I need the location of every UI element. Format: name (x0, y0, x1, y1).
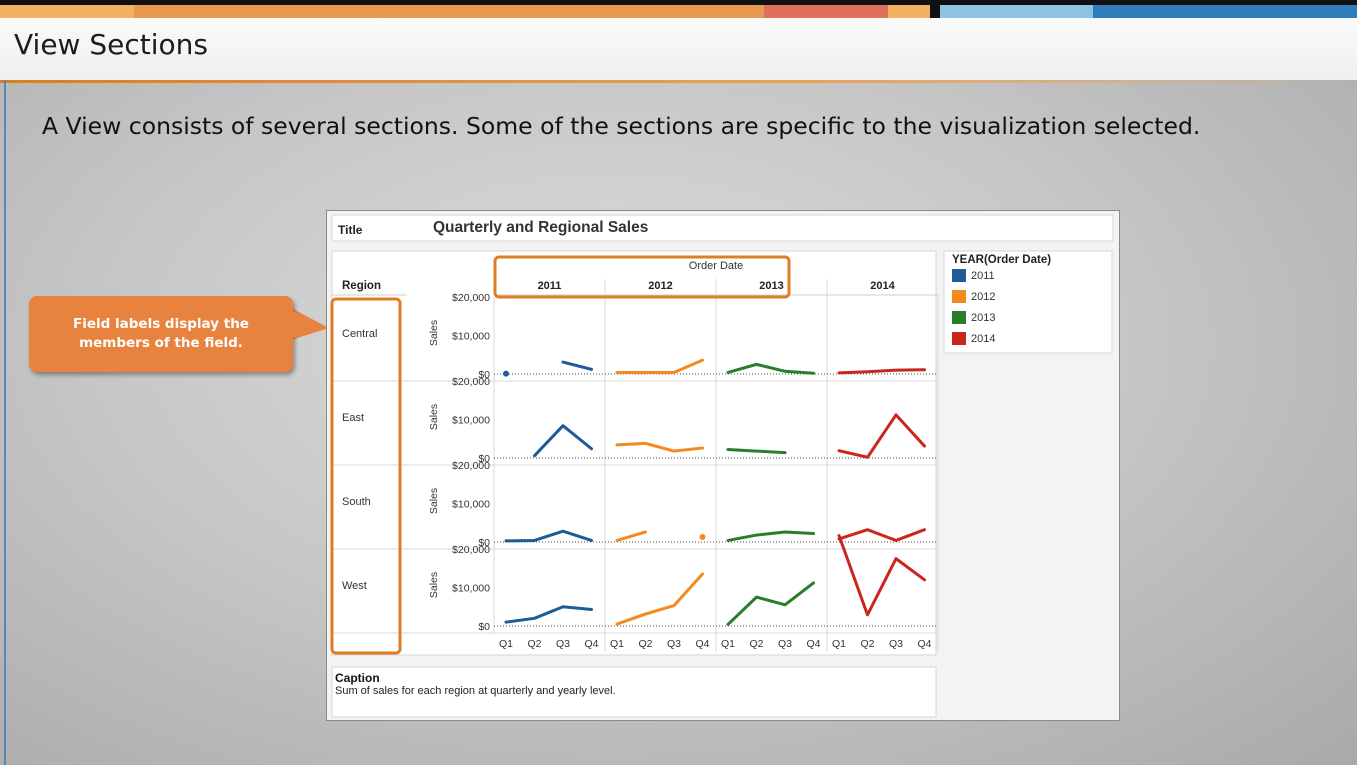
quarter-tick-label: Q4 (917, 638, 931, 650)
quarter-tick-label: Q1 (721, 638, 735, 650)
quarter-tick-label: Q1 (610, 638, 624, 650)
legend-label-2014: 2014 (971, 333, 995, 345)
caption-panel (331, 666, 937, 718)
legend-swatch-2013 (952, 311, 966, 324)
sales-line-south-2014 (837, 528, 926, 542)
y-tick-label: $10,000 (452, 499, 490, 511)
y-tick-label: $0 (478, 369, 490, 381)
quarter-tick-label: Q2 (860, 638, 874, 650)
sales-line-west-2014 (837, 534, 926, 617)
accent-segment (764, 5, 888, 18)
accent-segment (888, 5, 930, 18)
year-header-2014: 2014 (870, 280, 895, 292)
legend-swatch-2014 (952, 332, 966, 345)
quarter-tick-label: Q3 (556, 638, 570, 650)
y-tick-label: $10,000 (452, 331, 490, 343)
top-accent-bar (0, 0, 1357, 18)
y-axis-title: Sales (428, 320, 440, 346)
sales-line-west-2012 (615, 572, 704, 626)
sales-line-central-2012 (615, 358, 704, 374)
sales-line-east-2012 (615, 441, 704, 453)
quarter-tick-label: Q3 (667, 638, 681, 650)
slide-header (0, 18, 1357, 80)
column-header-highlight (493, 255, 791, 299)
legend-title[interactable]: YEAR(Order Date) (952, 254, 1052, 266)
y-axis-title: Sales (428, 572, 440, 598)
sales-line-west-2011 (504, 605, 593, 624)
sales-line-west-2013 (726, 581, 815, 626)
region-label-central: Central (342, 328, 377, 340)
y-tick-label: $20,000 (452, 460, 490, 472)
quarter-tick-label: Q2 (638, 638, 652, 650)
y-tick-label: $10,000 (452, 583, 490, 595)
y-tick-label: $20,000 (452, 544, 490, 556)
y-tick-label: $0 (478, 621, 490, 633)
callout: Field labels display the members of the … (29, 296, 329, 372)
y-tick-label: $0 (478, 453, 490, 465)
quarter-tick-label: Q1 (499, 638, 513, 650)
legend-swatch-2012 (952, 290, 966, 303)
sales-line-south-2011 (504, 529, 593, 543)
title-panel (331, 214, 1114, 242)
legend-panel (943, 250, 1113, 354)
region-label-south: South (342, 496, 371, 508)
accent-segment (1093, 5, 1357, 18)
header-divider (0, 80, 1357, 83)
sales-line-east-2014 (837, 413, 926, 459)
y-tick-label: $0 (478, 537, 490, 549)
quarter-tick-label: Q3 (778, 638, 792, 650)
year-header-2011: 2011 (538, 280, 562, 292)
row-header-label: Region (342, 280, 381, 292)
y-tick-label: $20,000 (452, 376, 490, 388)
y-axis-title: Sales (428, 404, 440, 430)
sales-point-south-2012 (699, 533, 706, 540)
intro-text: A View consists of several sections. Som… (42, 112, 1201, 140)
sales-line-east-2011 (533, 424, 593, 458)
accent-segment (940, 5, 1093, 18)
sales-line-central-2014 (837, 368, 926, 375)
sales-point-central-2011 (503, 370, 509, 377)
left-border-line (4, 80, 6, 765)
sales-line-central-2011 (561, 360, 593, 371)
view-canvas: Region Order Date 2011 2012 2013 2014 Central $… (330, 214, 1114, 718)
chart-title[interactable]: Quarterly and Regional Sales (433, 219, 649, 236)
accent-segment (0, 5, 134, 18)
column-header-label: Order Date (689, 260, 743, 272)
year-header-2012: 2012 (648, 280, 672, 292)
sales-line-south-2013 (726, 530, 815, 542)
sales-line-south-2012 (615, 530, 647, 542)
region-label-west: West (342, 580, 367, 592)
legend-label-2013: 2013 (971, 312, 995, 324)
quarter-tick-label: Q4 (695, 638, 709, 650)
year-header-2013: 2013 (759, 280, 783, 292)
accent-segment (134, 5, 764, 18)
legend-label-2011: 2011 (971, 270, 995, 282)
quarter-tick-label: Q4 (584, 638, 598, 650)
y-tick-label: $10,000 (452, 415, 490, 427)
tableau-view: Region Order Date 2011 2012 2013 2014 Central $… (326, 210, 1120, 721)
region-label-east: East (342, 412, 364, 424)
caption-text[interactable]: Sum of sales for each region at quarterl… (335, 685, 616, 697)
legend-swatch-2011 (952, 269, 966, 282)
legend-label-2012: 2012 (971, 291, 995, 303)
sales-line-central-2013 (726, 362, 815, 375)
title-section-label: Title (338, 223, 363, 237)
view-panel (331, 250, 937, 656)
quarter-tick-label: Q1 (832, 638, 846, 650)
y-tick-label: $20,000 (452, 292, 490, 304)
quarter-tick-label: Q2 (527, 638, 541, 650)
sales-line-east-2013 (726, 448, 787, 455)
callout-box (29, 296, 293, 372)
y-axis-title: Sales (428, 488, 440, 514)
quarter-tick-label: Q3 (889, 638, 903, 650)
callout-pointer-overlay (289, 309, 328, 339)
quarter-tick-label: Q4 (806, 638, 820, 650)
row-labels-highlight (330, 297, 402, 655)
slide-title: View Sections (14, 28, 208, 61)
caption-label: Caption (335, 671, 380, 685)
quarter-tick-label: Q2 (749, 638, 763, 650)
callout-text: Field labels display the members of the … (73, 316, 249, 351)
